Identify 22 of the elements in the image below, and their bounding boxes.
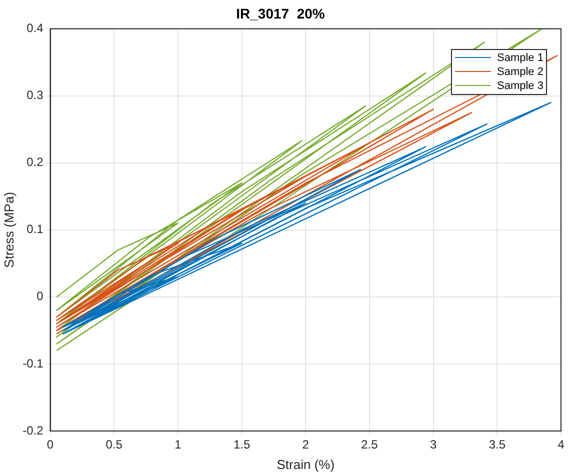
legend-label: Sample 3 — [497, 78, 544, 93]
x-tick-label: 2.5 — [361, 438, 378, 452]
y-tick-label: 0.1 — [26, 222, 44, 236]
y-tick-label: 0.3 — [26, 88, 44, 102]
x-tick-label: 3.5 — [488, 438, 506, 452]
x-tick-label: 1.5 — [233, 438, 250, 452]
x-tick-label: 2 — [302, 438, 310, 452]
y-tick-label: 0.2 — [26, 155, 44, 170]
x-axis-title: Strain (%) — [276, 456, 335, 472]
y-tick-label: 0 — [36, 289, 44, 304]
legend-label: Sample 1 — [497, 50, 544, 65]
x-tick-label: 4 — [558, 438, 565, 452]
x-tick-label: 3 — [430, 438, 437, 452]
x-tick-label: 0 — [46, 438, 54, 452]
y-tick-label: -0.2 — [22, 423, 44, 438]
x-tick-label: 1 — [174, 438, 182, 452]
legend-label: Sample 2 — [497, 64, 544, 79]
y-axis-title: Stress (MPa) — [1, 192, 16, 268]
x-tick-label: 0.5 — [106, 438, 123, 452]
y-tick-label: -0.1 — [22, 356, 44, 370]
y-tick-label: 0.4 — [26, 21, 44, 36]
chart-title: IR_3017 20% — [236, 5, 326, 22]
